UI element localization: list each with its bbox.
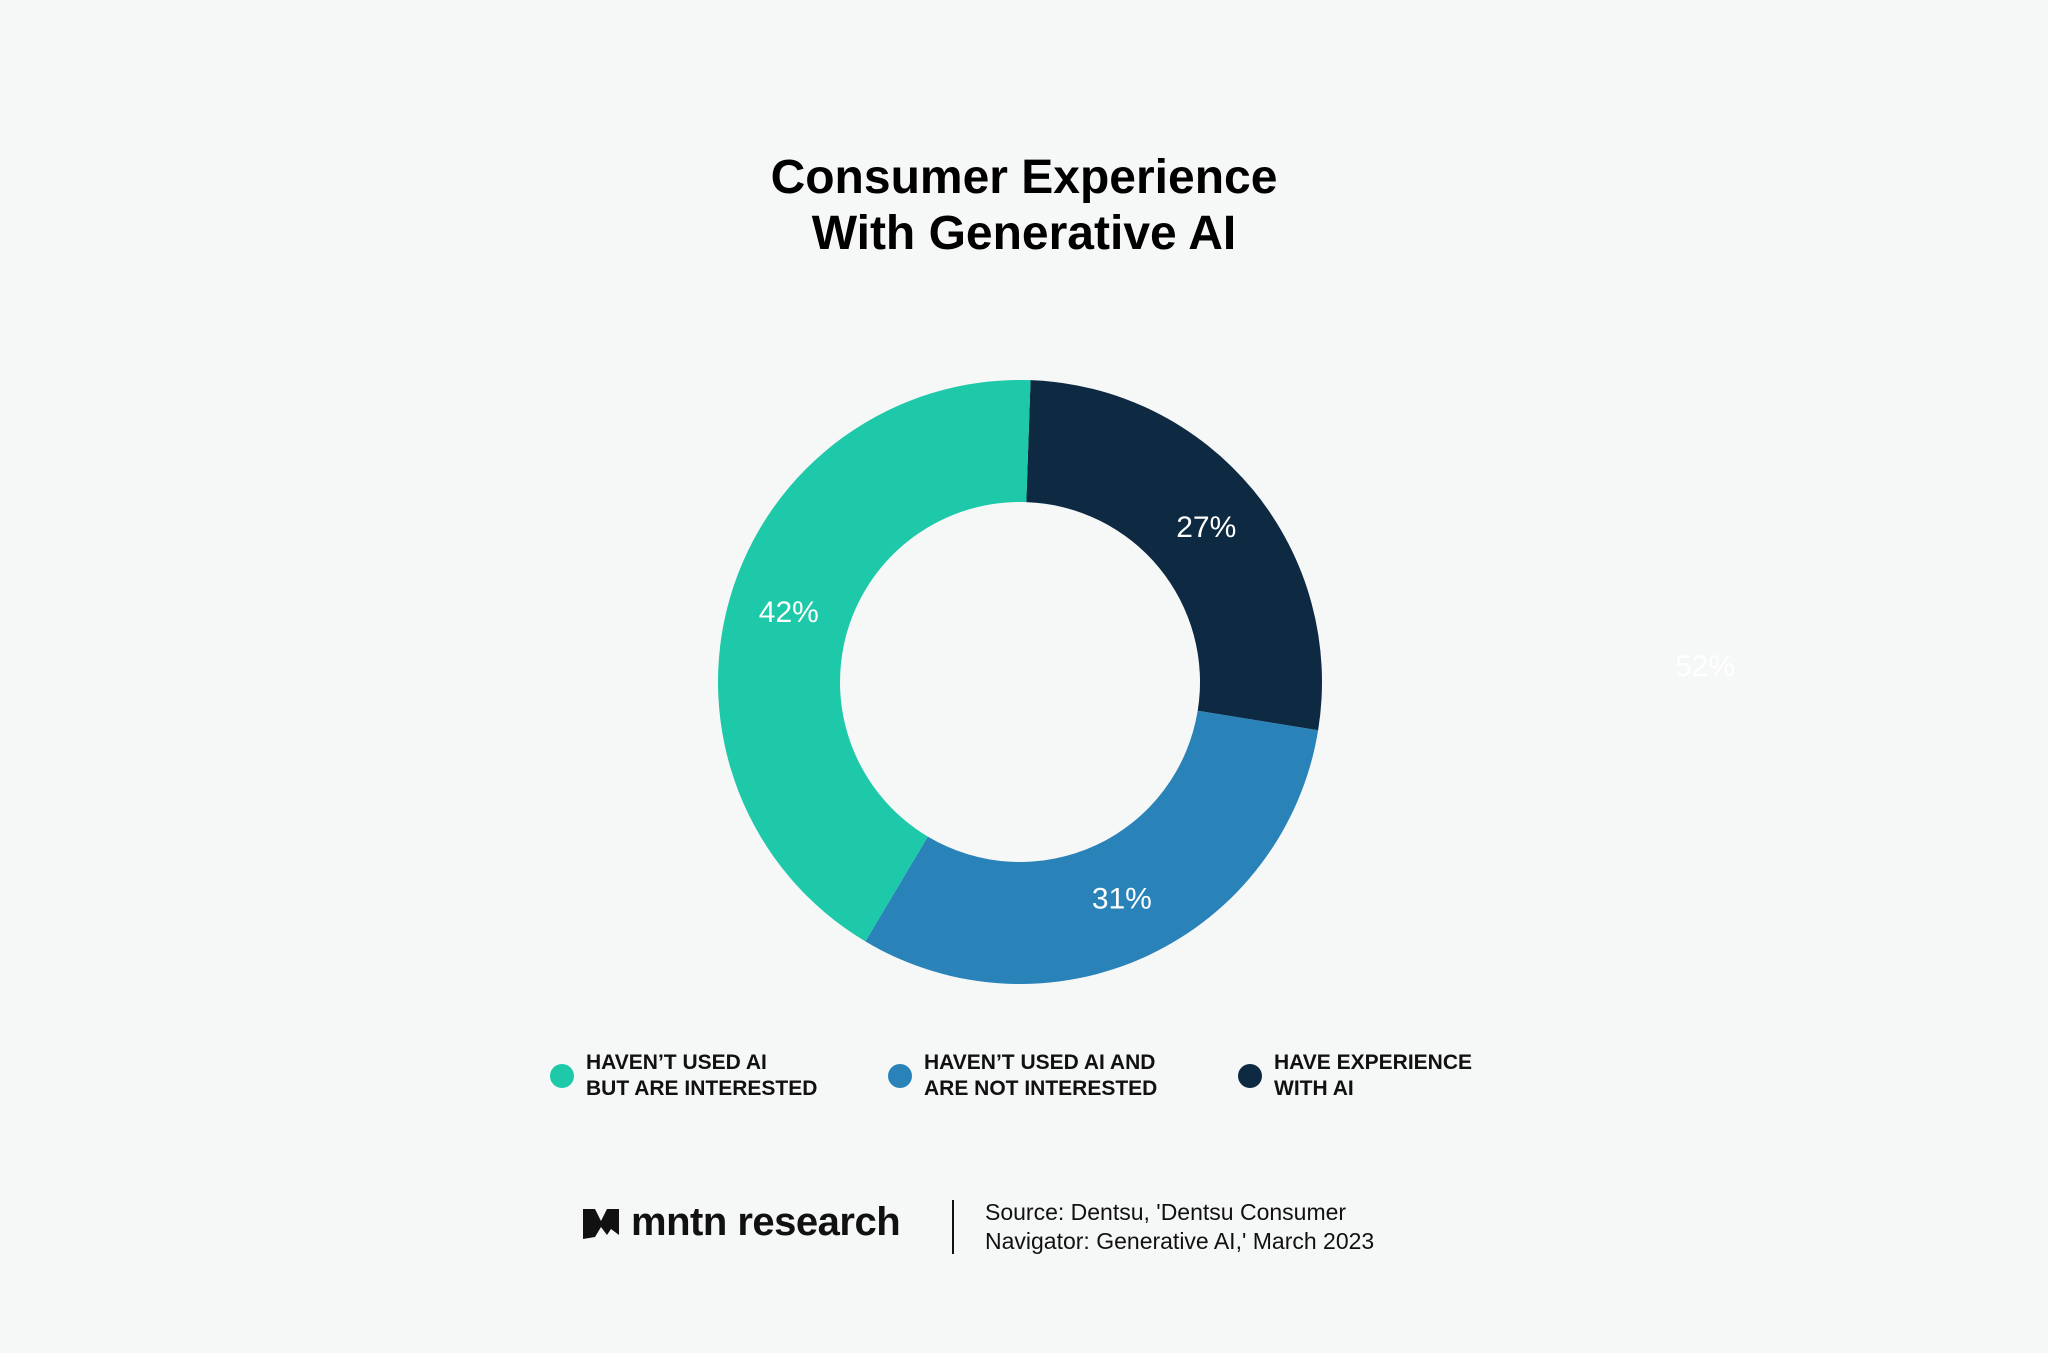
legend-label: HAVE EXPERIENCE WITH AI: [1274, 1051, 1472, 1100]
legend-swatch: [550, 1064, 574, 1088]
brand-name: mntn research: [631, 1200, 901, 1244]
chart-title: Consumer Experience With Generative AI: [770, 151, 1278, 260]
value-label: 27%: [1176, 511, 1236, 544]
donut-segment: [1026, 380, 1322, 731]
value-label: 42%: [759, 596, 819, 629]
divider: [952, 1200, 954, 1254]
legend-item: HAVEN’T USED AI BUT ARE INTERESTED: [550, 1050, 817, 1102]
legend-swatch: [1238, 1064, 1262, 1088]
brand: mntn research: [581, 1200, 901, 1245]
source: Source: Dentsu, 'Dentsu Consumer Navigat…: [985, 1199, 1375, 1254]
legend-swatch: [888, 1064, 912, 1088]
value-label: 31%: [1092, 882, 1152, 915]
legend-item: HAVEN’T USED AI AND ARE NOT INTERESTED: [888, 1050, 1157, 1102]
legend-label: HAVEN’T USED AI AND ARE NOT INTERESTED: [924, 1051, 1158, 1100]
legend-item: HAVE EXPERIENCE WITH AI: [1238, 1050, 1472, 1102]
donut-segment: [718, 380, 1031, 942]
donut-segment: [865, 710, 1319, 984]
brand-logo: [583, 1208, 619, 1239]
annotation: 52%: [1675, 650, 1735, 683]
legend-label: HAVEN’T USED AI BUT ARE INTERESTED: [586, 1051, 818, 1100]
